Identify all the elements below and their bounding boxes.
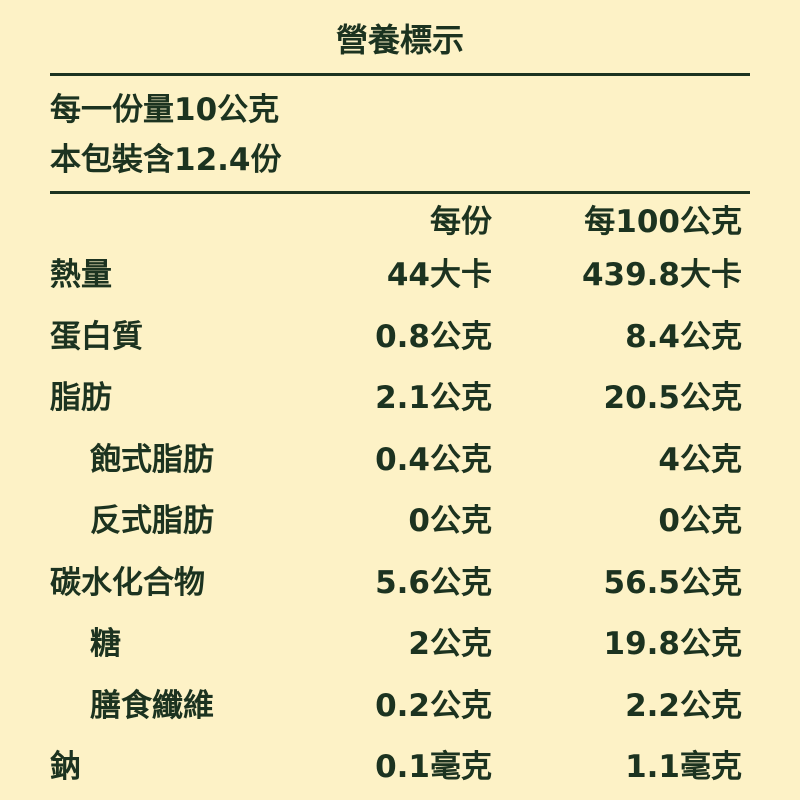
- nutrient-row: 蛋白質 0.8公克 8.4公克: [50, 315, 742, 359]
- nutrient-name: 熱量: [50, 257, 112, 293]
- column-header-per-100g: 每100公克: [584, 204, 742, 240]
- serving-size: 每一份量10公克: [50, 92, 280, 128]
- per-serving-value: 44大卡: [386, 257, 492, 293]
- nutrient-row: 糖 2公克 19.8公克: [50, 622, 742, 666]
- nutrient-name: 脂肪: [50, 380, 112, 416]
- per-serving-value: 0.1毫克: [375, 749, 492, 785]
- servings-per-package: 本包裝含12.4份: [50, 142, 282, 178]
- nutrient-name: 碳水化合物: [50, 564, 205, 601]
- column-header-per-serving: 每份: [430, 204, 492, 240]
- nutrient-name: 蛋白質: [50, 318, 143, 355]
- nutrient-row: 飽式脂肪 0.4公克 4公克: [50, 438, 742, 482]
- nutrient-name: 反式脂肪: [90, 503, 214, 539]
- per-100g-value: 19.8公克: [603, 626, 743, 662]
- per-serving-value: 0.4公克: [375, 441, 492, 478]
- nutrient-row: 熱量 44大卡 439.8大卡: [50, 253, 742, 297]
- per-100g-value: 8.4公克: [625, 318, 742, 355]
- per-serving-value: 0.8公克: [375, 318, 492, 355]
- per-serving-value: 0公克: [408, 503, 492, 539]
- per-100g-value: 20.5公克: [603, 380, 743, 416]
- nutrient-name: 飽式脂肪: [90, 441, 214, 478]
- nutrient-row: 膳食纖維 0.2公克 2.2公克: [50, 684, 742, 728]
- per-100g-value: 4公克: [658, 441, 742, 478]
- per-100g-value: 56.5公克: [603, 564, 743, 601]
- label-title: 營養標示: [335, 21, 464, 59]
- nutrient-name: 糖: [90, 626, 121, 662]
- nutrient-name: 鈉: [50, 749, 81, 785]
- per-100g-value: 2.2公克: [625, 687, 742, 724]
- per-serving-value: 0.2公克: [375, 687, 492, 724]
- per-100g-value: 439.8大卡: [581, 257, 742, 293]
- per-100g-value: 1.1毫克: [625, 749, 742, 785]
- nutrient-name: 膳食纖維: [90, 687, 214, 724]
- divider: [50, 73, 750, 76]
- per-serving-value: 5.6公克: [375, 564, 492, 601]
- nutrient-row: 鈉 0.1毫克 1.1毫克: [50, 745, 742, 789]
- column-header-row: 每份 每100公克: [50, 200, 742, 244]
- nutrient-row: 反式脂肪 0公克 0公克: [50, 499, 742, 543]
- divider: [50, 191, 750, 194]
- per-serving-value: 2公克: [408, 626, 492, 662]
- per-serving-value: 2.1公克: [375, 380, 492, 416]
- nutrient-row: 脂肪 2.1公克 20.5公克: [50, 376, 742, 420]
- per-100g-value: 0公克: [658, 503, 742, 539]
- nutrient-row: 碳水化合物 5.6公克 56.5公克: [50, 561, 742, 605]
